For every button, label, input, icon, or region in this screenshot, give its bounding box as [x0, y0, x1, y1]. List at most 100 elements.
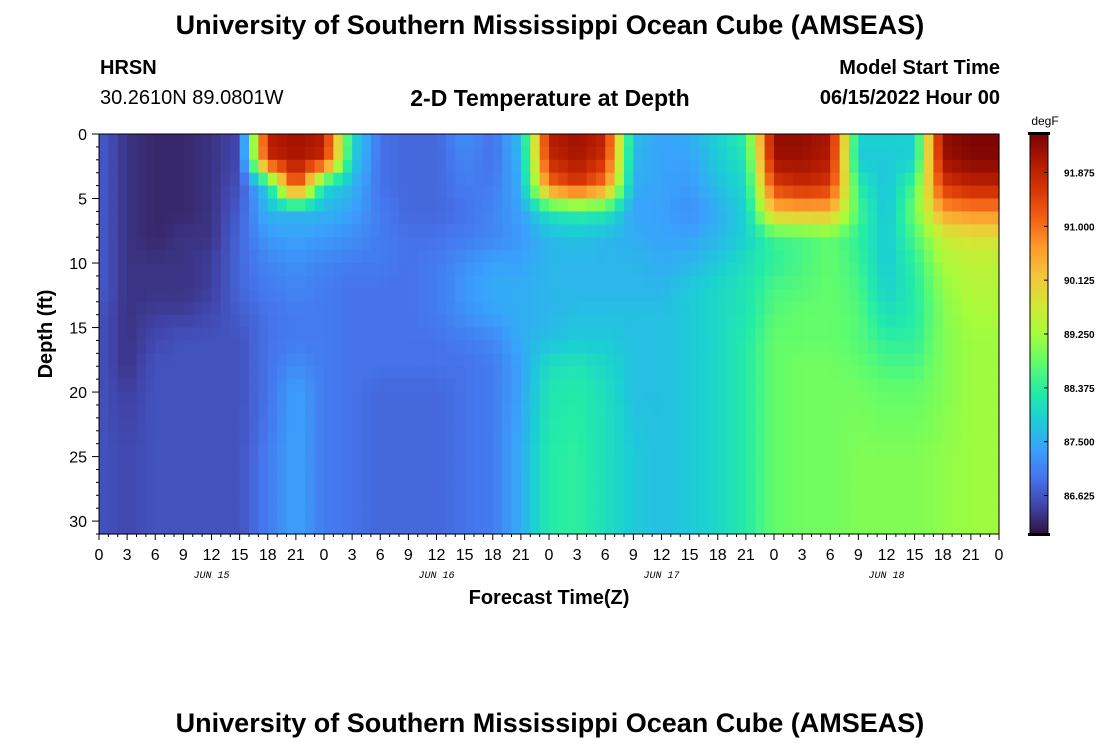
heatmap-cell: [417, 224, 428, 238]
heatmap-cell: [464, 495, 475, 509]
heatmap-cell: [295, 521, 306, 535]
heatmap-cell: [905, 417, 916, 432]
heatmap-cell: [530, 443, 541, 458]
heatmap-cell: [249, 353, 259, 367]
heatmap-cell: [680, 224, 691, 238]
heatmap-cell: [717, 172, 728, 187]
heatmap-cell: [202, 275, 213, 290]
heatmap-cell: [295, 172, 306, 187]
heatmap-cell: [230, 392, 241, 406]
heatmap-cell: [586, 314, 597, 329]
heatmap-cell: [258, 482, 269, 496]
heatmap-cell: [783, 250, 794, 264]
heatmap-cell: [727, 288, 738, 303]
heatmap-cell: [267, 275, 278, 290]
heatmap-cell: [942, 263, 953, 277]
heatmap-cell: [811, 327, 822, 342]
heatmap-cell: [145, 314, 156, 329]
heatmap-cell: [624, 482, 634, 496]
heatmap-cell: [370, 211, 381, 225]
heatmap-cell: [136, 301, 147, 316]
heatmap-cell: [689, 198, 700, 213]
heatmap-cell: [174, 366, 184, 380]
heatmap-cell: [108, 521, 119, 535]
heatmap-cell: [745, 417, 756, 432]
y-tick-label: 25: [69, 450, 87, 467]
heatmap-cell: [239, 314, 250, 329]
heatmap-cell: [408, 417, 419, 432]
heatmap-cell: [820, 172, 831, 187]
heatmap-cell: [99, 456, 109, 471]
heatmap-cell: [474, 146, 484, 161]
heatmap-cell: [155, 288, 166, 303]
heatmap-cell: [652, 417, 663, 432]
heatmap-cell: [202, 224, 213, 238]
heatmap-cell: [99, 146, 109, 161]
heatmap-cell: [511, 404, 522, 419]
heatmap-cell: [764, 224, 775, 238]
heatmap-cell: [989, 134, 1000, 148]
heatmap-cell: [680, 159, 691, 174]
heatmap-cell: [277, 430, 288, 445]
heatmap-cell: [624, 456, 634, 471]
heatmap-cell: [174, 456, 184, 471]
heatmap-cell: [549, 443, 559, 458]
heatmap-cell: [614, 288, 625, 303]
heatmap-cell: [164, 404, 175, 419]
heatmap-cell: [305, 366, 316, 380]
heatmap-cell: [745, 379, 756, 393]
heatmap-cell: [267, 263, 278, 277]
heatmap-cell: [811, 495, 822, 509]
heatmap-cell: [952, 198, 963, 213]
heatmap-cell: [192, 392, 203, 406]
heatmap-cell: [689, 263, 700, 277]
heatmap-cell: [455, 417, 466, 432]
heatmap-cell: [689, 275, 700, 290]
heatmap-cell: [230, 495, 241, 509]
heatmap-cell: [202, 340, 213, 354]
heatmap-cell: [530, 172, 541, 187]
heatmap-cell: [445, 482, 456, 496]
heatmap-cell: [895, 353, 906, 367]
heatmap-cell: [361, 456, 372, 471]
heatmap-cell: [464, 237, 475, 251]
heatmap-cell: [352, 146, 363, 161]
heatmap-cell: [942, 159, 953, 174]
heatmap-cell: [267, 327, 278, 342]
heatmap-cell: [305, 224, 316, 238]
heatmap-cell: [802, 430, 813, 445]
heatmap-cell: [642, 366, 653, 380]
heatmap-cell: [220, 327, 231, 342]
heatmap-cell: [614, 301, 625, 316]
heatmap-cell: [427, 314, 438, 329]
heatmap-cell: [942, 379, 953, 393]
heatmap-cell: [108, 417, 119, 432]
heatmap-cell: [127, 134, 138, 148]
heatmap-cell: [633, 275, 644, 290]
heatmap-cell: [427, 198, 438, 213]
heatmap-cell: [464, 224, 475, 238]
heatmap-cell: [211, 469, 222, 483]
heatmap-cell: [436, 172, 447, 187]
heatmap-cell: [633, 495, 644, 509]
heatmap-cell: [267, 172, 278, 187]
heatmap-cell: [577, 430, 588, 445]
heatmap-cell: [792, 250, 803, 264]
heatmap-cell: [127, 482, 138, 496]
heatmap-cell: [605, 250, 616, 264]
heatmap-cell: [867, 327, 878, 342]
heatmap-cell: [249, 379, 259, 393]
heatmap-cell: [427, 327, 438, 342]
heatmap-cell: [783, 224, 794, 238]
heatmap-cell: [539, 250, 550, 264]
x-tick-label: 21: [737, 547, 755, 564]
heatmap-cell: [408, 134, 419, 148]
heatmap-cell: [849, 430, 859, 445]
heatmap-cell: [736, 301, 747, 316]
heatmap-cell: [914, 456, 925, 471]
heatmap-cell: [745, 288, 756, 303]
heatmap-cell: [783, 521, 794, 535]
heatmap-cell: [136, 456, 147, 471]
heatmap-cell: [333, 288, 344, 303]
heatmap-cell: [624, 404, 634, 419]
